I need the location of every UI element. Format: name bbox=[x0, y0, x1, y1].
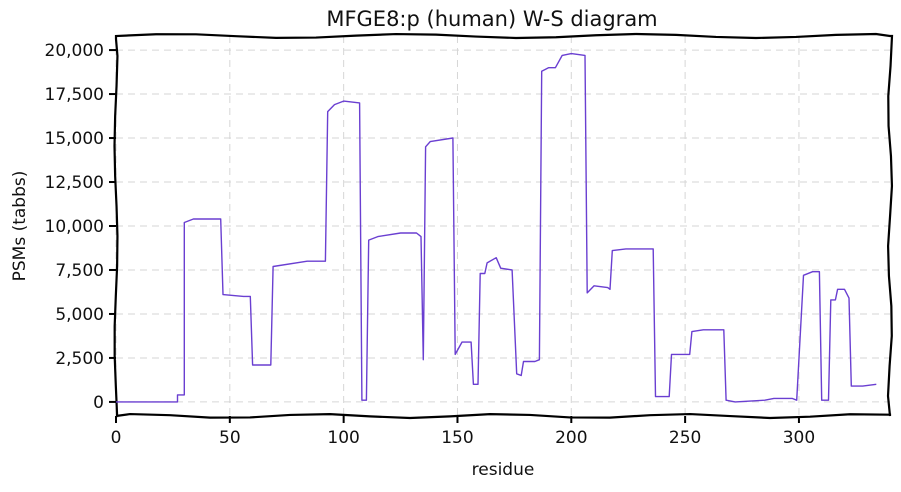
x-axis-label: residue bbox=[472, 460, 535, 480]
series-layer bbox=[116, 52, 877, 403]
y-tick-label: 2,500 bbox=[55, 349, 104, 369]
x-tick-label: 250 bbox=[669, 428, 701, 448]
x-tick-label: 200 bbox=[555, 428, 587, 448]
y-tick-label: 5,000 bbox=[55, 305, 104, 325]
y-tick-label: 15,000 bbox=[45, 129, 104, 149]
grid bbox=[115, 36, 890, 416]
x-tick-label: 0 bbox=[111, 428, 122, 448]
x-tick-label: 50 bbox=[219, 428, 241, 448]
y-axis-label: PSMs (tabbs) bbox=[10, 171, 30, 282]
series-line bbox=[116, 52, 877, 403]
plot-frame bbox=[113, 32, 894, 420]
y-tick-label: 12,500 bbox=[45, 173, 104, 193]
y-tick-label: 7,500 bbox=[55, 261, 104, 281]
y-tick-label: 17,500 bbox=[45, 85, 104, 105]
y-tick-label: 10,000 bbox=[45, 217, 104, 237]
y-tick-label: 0 bbox=[93, 393, 104, 413]
y-tick-label: 20,000 bbox=[45, 41, 104, 61]
chart-title: MFGE8:p (human) W-S diagram bbox=[326, 7, 657, 31]
axis-ticks: 0 2,500 5,000 7,500 10,000 12,500 15,000 17,500… bbox=[45, 41, 816, 448]
x-tick-label: 100 bbox=[327, 428, 359, 448]
x-tick-label: 150 bbox=[441, 428, 473, 448]
x-tick-label: 300 bbox=[783, 428, 815, 448]
